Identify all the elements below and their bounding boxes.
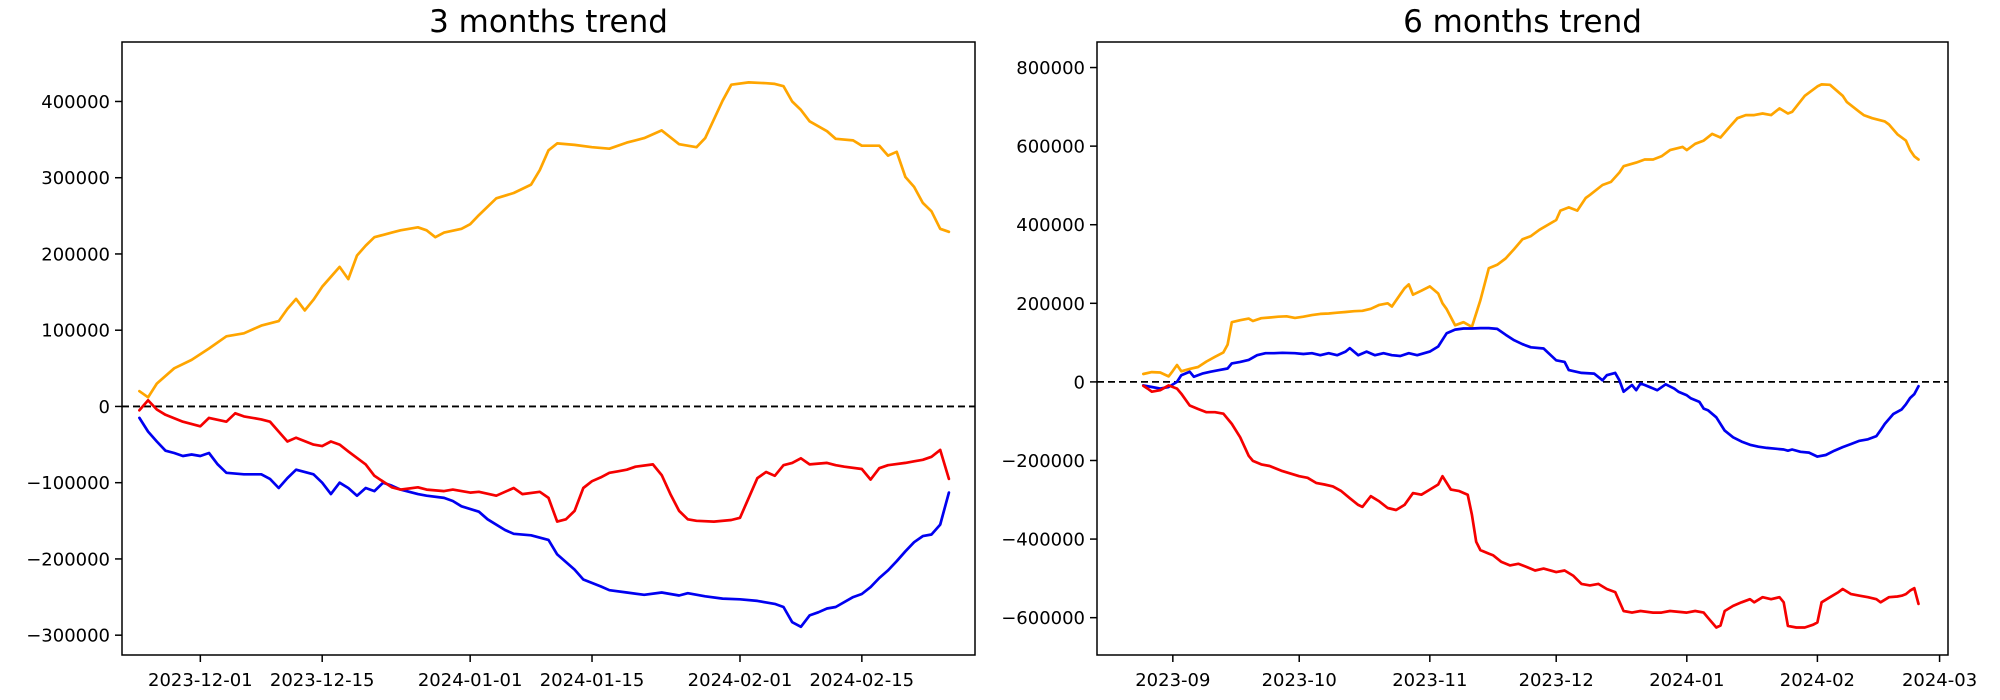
x-tick-label: 2023-12	[1519, 670, 1594, 691]
x-tick-label: 2023-12-01	[148, 670, 253, 691]
y-tick-label: 600000	[1016, 137, 1085, 158]
y-tick-label: 0	[99, 397, 110, 418]
series-line-orange	[138, 81, 951, 399]
y-tick-label: −600000	[1001, 608, 1085, 629]
y-tick-label: 0	[1074, 372, 1085, 393]
x-tick-label: 2024-02-01	[688, 670, 793, 691]
series-line-orange	[1141, 83, 1920, 378]
y-tick-label: −300000	[26, 626, 110, 647]
chart-title-6-months: 6 months trend	[1403, 4, 1642, 40]
y-tick-label: −100000	[26, 473, 110, 494]
y-tick-label: 400000	[41, 92, 110, 113]
y-tick-label: 400000	[1016, 215, 1085, 236]
x-tick-label: 2024-01-01	[418, 670, 523, 691]
plot-border	[1096, 41, 1949, 656]
x-tick-label: 2024-02	[1780, 670, 1855, 691]
y-tick-label: 200000	[41, 244, 110, 265]
series-line-blue	[138, 416, 951, 629]
chart-title-3-months: 3 months trend	[429, 4, 668, 40]
x-tick-label: 2024-02-15	[810, 670, 915, 691]
y-tick-label: −200000	[26, 549, 110, 570]
x-tick-label: 2023-12-15	[270, 670, 375, 691]
y-tick-label: −400000	[1001, 530, 1085, 551]
series-line-blue	[1141, 326, 1920, 458]
y-tick-label: −200000	[1001, 451, 1085, 472]
x-tick-label: 2023-11	[1392, 670, 1467, 691]
x-tick-label: 2024-01	[1649, 670, 1724, 691]
series-line-red	[138, 398, 951, 523]
x-tick-label: 2024-03	[1902, 670, 1977, 691]
x-tick-label: 2023-09	[1135, 670, 1210, 691]
y-tick-label: 300000	[41, 168, 110, 189]
y-tick-label: 200000	[1016, 294, 1085, 315]
y-tick-label: 100000	[41, 321, 110, 342]
x-tick-label: 2024-01-15	[540, 670, 645, 691]
plot-border	[121, 41, 976, 656]
y-tick-label: 800000	[1016, 58, 1085, 79]
x-tick-label: 2023-10	[1262, 670, 1337, 691]
series-line-red	[1141, 384, 1920, 629]
